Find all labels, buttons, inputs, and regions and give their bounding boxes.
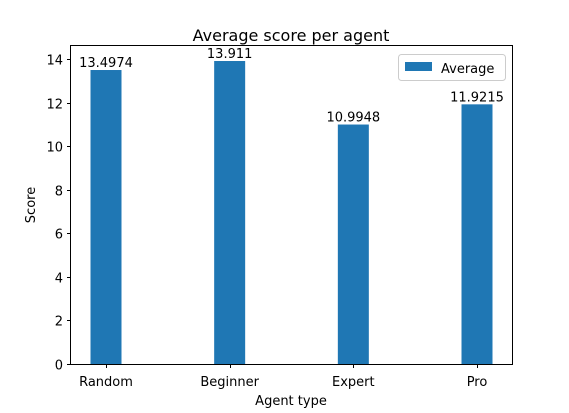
y-tick-label: 8: [55, 185, 63, 200]
bar-pro: [461, 104, 493, 364]
y-tick-label: 0: [55, 359, 63, 374]
chart-title: Average score per agent: [193, 26, 390, 45]
bar-random: [90, 70, 122, 364]
x-tick-label: Beginner: [200, 375, 259, 390]
legend: Average: [398, 54, 506, 81]
bar-value-label: 13.4974: [79, 56, 133, 71]
bar-value-label: 11.9215: [450, 90, 504, 105]
legend-swatch: [405, 62, 432, 71]
x-axis: Random Beginner Expert Pro: [79, 364, 487, 390]
bar-value-label: 10.9948: [326, 111, 380, 126]
bars-layer: [90, 61, 493, 364]
x-tick-label: Expert: [332, 375, 375, 390]
y-axis: 0 2 4 6 8 10 12 14: [46, 54, 71, 374]
x-axis-label: Agent type: [255, 394, 327, 409]
legend-box: [398, 54, 506, 81]
y-tick-label: 10: [46, 141, 63, 156]
bar-expert: [337, 124, 369, 364]
y-tick-label: 2: [55, 315, 63, 330]
plot-frame: [70, 45, 513, 365]
bar-value-label: 13.911: [207, 47, 253, 62]
x-tick-label: Random: [79, 375, 133, 390]
y-tick-label: 12: [46, 98, 63, 113]
y-tick-label: 4: [55, 272, 63, 287]
y-tick-label: 14: [46, 54, 63, 69]
y-axis-label: Score: [24, 187, 39, 223]
bar-beginner: [214, 61, 246, 364]
bar-value-labels: 13.4974 13.911 10.9948 11.9215: [79, 47, 504, 126]
legend-label: Average: [441, 62, 494, 77]
y-tick-label: 6: [55, 228, 63, 243]
x-tick-label: Pro: [467, 375, 488, 390]
